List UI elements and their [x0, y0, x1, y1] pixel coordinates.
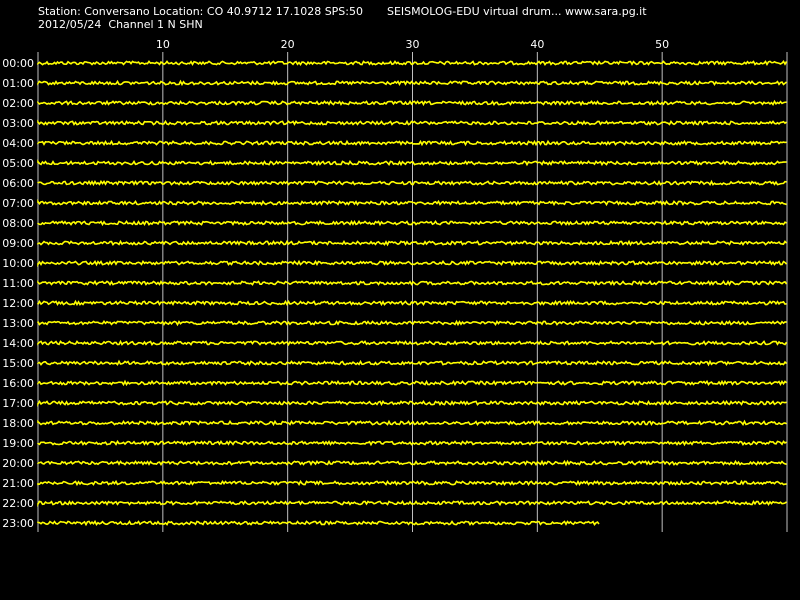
seismic-trace-row: [37, 419, 787, 427]
seismic-trace-row: [37, 279, 788, 287]
seismic-trace-row: [37, 219, 787, 227]
seismic-trace-row: [37, 299, 787, 307]
row-time-label: 12:00: [2, 297, 34, 310]
seismic-trace-row: [37, 399, 787, 407]
row-time-label: 22:00: [2, 497, 34, 510]
software-title: SEISMOLOG-EDU virtual drum... www.sara.p…: [387, 5, 647, 18]
seismic-trace-row: [37, 259, 788, 268]
x-tick-label: 20: [281, 38, 295, 51]
row-time-label: 18:00: [2, 417, 34, 430]
seismic-trace-row: [37, 179, 787, 187]
row-time-label: 11:00: [2, 277, 34, 290]
row-time-label: 04:00: [2, 137, 34, 150]
seismic-trace-row: [37, 239, 788, 247]
seismic-trace-row: [37, 60, 788, 67]
row-time-label: 16:00: [2, 377, 34, 390]
seismic-trace-row: [37, 439, 787, 447]
row-time-label: 03:00: [2, 117, 34, 130]
row-time-label: 09:00: [2, 237, 34, 250]
row-time-label: 13:00: [2, 317, 34, 330]
row-time-label: 10:00: [2, 257, 34, 270]
seismic-trace-row: [37, 339, 788, 347]
row-time-label: 02:00: [2, 97, 34, 110]
seismic-trace-row: [37, 319, 787, 327]
seismic-trace-row: [37, 479, 787, 487]
row-time-label: 07:00: [2, 197, 34, 210]
x-tick-label: 50: [655, 38, 669, 51]
row-time-label: 17:00: [2, 397, 34, 410]
x-tick-label: 40: [530, 38, 544, 51]
station-info: Station: Conversano Location: CO 40.9712…: [38, 5, 363, 18]
seismic-trace-row: [37, 119, 787, 127]
seismic-trace-row: [37, 79, 787, 87]
row-time-label: 20:00: [2, 457, 34, 470]
seismic-trace-row: [37, 459, 787, 467]
row-time-label: 08:00: [2, 217, 34, 230]
seismic-trace-row: [37, 99, 787, 107]
seismic-trace-row: [37, 359, 788, 367]
row-time-label: 01:00: [2, 77, 34, 90]
row-time-label: 19:00: [2, 437, 34, 450]
seismic-trace-row: [37, 159, 787, 167]
x-tick-label: 10: [156, 38, 170, 51]
seismic-trace-row: [37, 379, 788, 387]
row-time-label: 21:00: [2, 477, 34, 490]
row-time-label: 23:00: [2, 517, 34, 530]
seismic-trace-row: [37, 139, 787, 147]
row-time-label: 06:00: [2, 177, 34, 190]
row-time-label: 00:00: [2, 57, 34, 70]
row-time-label: 15:00: [2, 357, 34, 370]
seismic-trace-row: [37, 500, 787, 508]
date-channel-info: 2012/05/24 Channel 1 N SHN: [38, 18, 203, 31]
x-tick-label: 30: [406, 38, 420, 51]
seismic-trace-row: [37, 519, 600, 527]
seismic-trace-row: [37, 199, 787, 207]
row-time-label: 14:00: [2, 337, 34, 350]
row-time-label: 05:00: [2, 157, 34, 170]
